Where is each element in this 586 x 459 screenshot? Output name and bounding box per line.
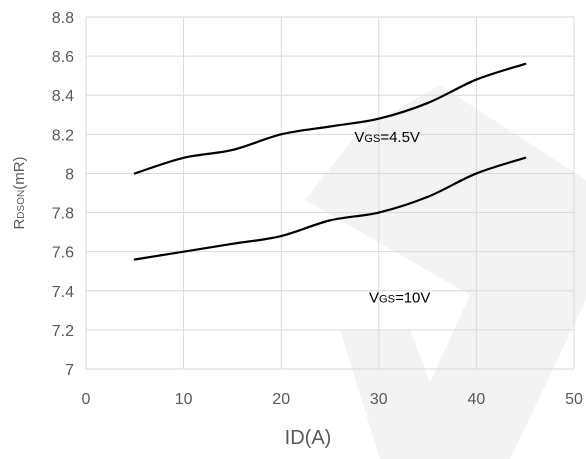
y-tick-label-9: 8.8 — [52, 10, 74, 27]
y-axis-label-main: R — [11, 219, 28, 230]
y-tick-label-5: 8 — [65, 166, 74, 183]
series-line-1 — [133, 156, 527, 261]
x-tick-label-5: 50 — [565, 391, 583, 408]
y-tick-label-7: 8.4 — [52, 88, 74, 105]
y-tick-label-2: 7.4 — [52, 284, 74, 301]
grid-lines — [85, 16, 575, 370]
series-group — [133, 62, 527, 261]
y-tick-labels: 7 7.2 7.4 7.6 7.8 8 8.2 8.4 8.6 8.8 — [52, 10, 74, 379]
y-tick-label-3: 7.6 — [52, 245, 74, 262]
x-tick-label-3: 30 — [370, 391, 388, 408]
series-line-0 — [133, 62, 527, 175]
y-tick-label-4: 7.8 — [52, 206, 74, 223]
y-axis-label: RDSON(mR) — [11, 156, 28, 229]
x-tick-label-4: 40 — [468, 391, 486, 408]
x-axis-label: ID(A) — [285, 427, 332, 449]
x-tick-label-0: 0 — [82, 391, 91, 408]
annotation-vgs-0: VGS=4.5V — [354, 129, 420, 146]
annotation-vgs-1: VGS=10V — [369, 290, 430, 307]
y-tick-label-0: 7 — [65, 362, 74, 379]
x-tick-labels: 0 10 20 30 40 50 — [82, 391, 583, 408]
y-axis-label-suffix: (mR) — [11, 156, 28, 189]
watermark — [305, 85, 586, 459]
y-tick-label-1: 7.2 — [52, 323, 74, 340]
y-tick-label-8: 8.6 — [52, 49, 74, 66]
annotations: VGS=4.5V VGS=10V — [354, 129, 430, 306]
y-tick-label-6: 8.2 — [52, 127, 74, 144]
y-axis-label-subscript: DSON — [16, 190, 27, 219]
x-tick-label-1: 10 — [175, 391, 193, 408]
x-tick-label-2: 20 — [272, 391, 290, 408]
